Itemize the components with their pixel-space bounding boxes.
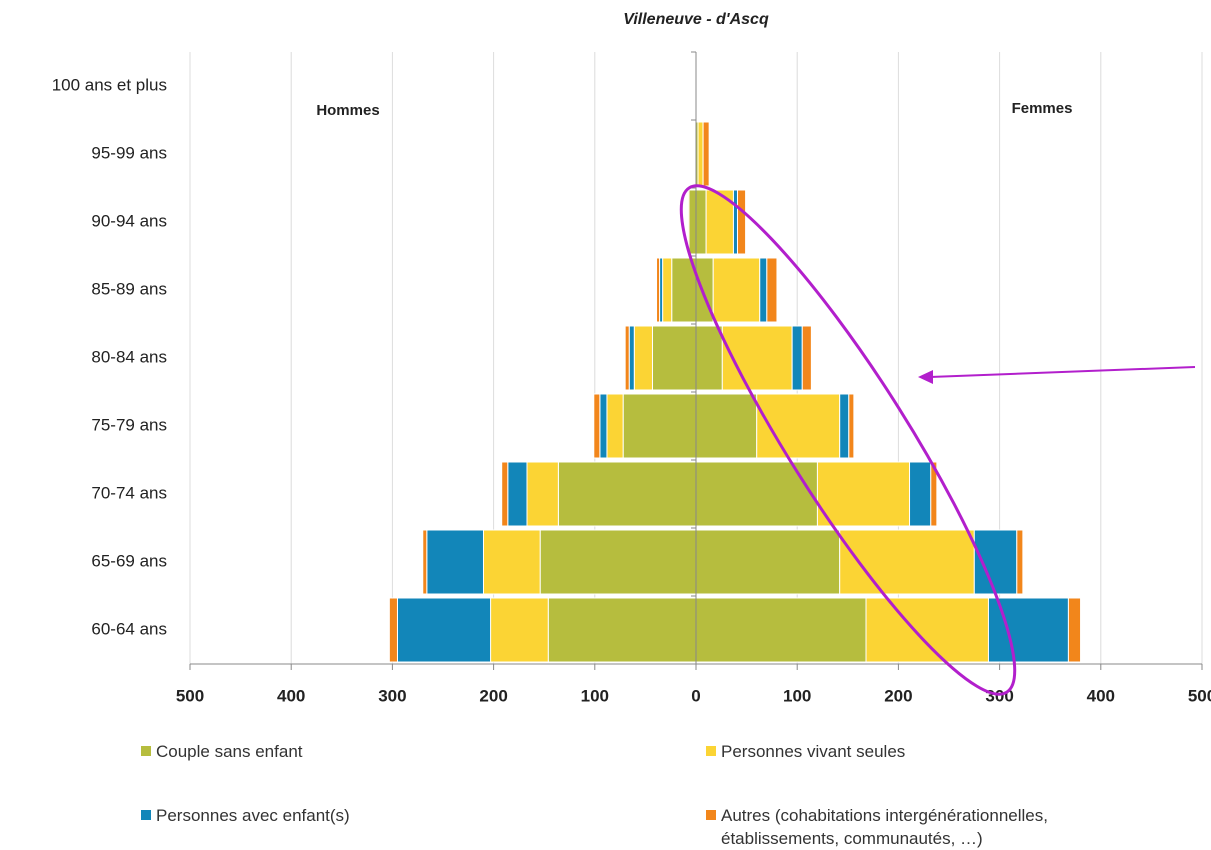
x-tick-label: 100: [783, 686, 811, 705]
y-tick-label: 70-74 ans: [91, 483, 167, 502]
bar: [839, 393, 850, 459]
bar: [695, 461, 818, 527]
y-tick-label: 75-79 ans: [91, 415, 167, 434]
bar: [688, 189, 697, 255]
y-tick-label: 80-84 ans: [91, 347, 167, 366]
bar: [930, 461, 938, 527]
legend-swatch: [706, 746, 716, 756]
bars: [388, 121, 1082, 663]
y-tick-label: 60-64 ans: [91, 619, 167, 638]
y-tick-label: 85-89 ans: [91, 279, 167, 298]
x-tick-label: 500: [176, 686, 204, 705]
bar: [791, 325, 803, 391]
bar: [426, 529, 484, 595]
y-tick-label: 90-94 ans: [91, 211, 167, 230]
bar: [628, 325, 635, 391]
legend-item: Personnes vivant seules: [706, 740, 1146, 763]
x-tick-label: 0: [691, 686, 700, 705]
bar: [801, 325, 812, 391]
bar: [622, 393, 697, 459]
arrow: [929, 366, 1196, 378]
y-tick-label: 65-69 ans: [91, 551, 167, 570]
highlight-ellipse: [679, 184, 1017, 696]
bar: [490, 597, 549, 663]
bar: [396, 597, 492, 663]
bar: [662, 257, 673, 323]
bar: [839, 529, 975, 595]
x-tick-label: 500: [1188, 686, 1211, 705]
legend-label: Personnes vivant seules: [721, 742, 906, 761]
side-label: Hommes: [316, 102, 379, 119]
bar: [599, 393, 608, 459]
bar: [624, 325, 630, 391]
bar: [816, 461, 911, 527]
bar: [702, 121, 710, 187]
legend-item: Autres (cohabitations intergénérationnel…: [706, 804, 1146, 850]
legend-label: Personnes avec enfant(s): [156, 806, 350, 825]
bar: [766, 257, 778, 323]
bar: [865, 597, 989, 663]
axes: 5004003002001000100200300400500100 ans e…: [52, 51, 1211, 705]
bar: [712, 257, 761, 323]
bar: [656, 257, 661, 323]
bar: [507, 461, 528, 527]
bar: [1067, 597, 1082, 663]
bar: [547, 597, 697, 663]
x-tick-label: 200: [479, 686, 507, 705]
bar: [732, 189, 738, 255]
bar: [973, 529, 1018, 595]
legend-swatch: [706, 810, 716, 820]
bar: [482, 529, 541, 595]
bar: [909, 461, 932, 527]
legend-item: Personnes avec enfant(s): [141, 804, 581, 827]
bar: [526, 461, 559, 527]
bar: [501, 461, 509, 527]
bar: [593, 393, 601, 459]
x-tick-label: 100: [581, 686, 609, 705]
annotation: [679, 184, 1196, 696]
bar: [539, 529, 697, 595]
legend-item: Couple sans enfant: [141, 740, 581, 763]
bar: [848, 393, 855, 459]
legend-label: Couple sans enfant: [156, 742, 303, 761]
x-tick-label: 400: [277, 686, 305, 705]
legend-swatch: [141, 746, 151, 756]
bar: [422, 529, 428, 595]
bar: [695, 325, 723, 391]
y-tick-label: 95-99 ans: [91, 143, 167, 162]
legend-label: Autres (cohabitations intergénérationnel…: [721, 806, 1048, 848]
bar: [633, 325, 653, 391]
bar: [1016, 529, 1024, 595]
chart-title: Villeneuve - d'Ascq: [623, 11, 769, 28]
bar: [695, 189, 707, 255]
bar: [606, 393, 624, 459]
bar: [695, 529, 841, 595]
bar: [759, 257, 768, 323]
side-label: Femmes: [1012, 100, 1073, 117]
y-tick-label: 100 ans et plus: [52, 75, 167, 94]
x-tick-label: 200: [884, 686, 912, 705]
bar: [695, 393, 758, 459]
bar: [697, 121, 704, 187]
legend-swatch: [141, 810, 151, 820]
x-tick-label: 400: [1087, 686, 1115, 705]
x-tick-label: 300: [378, 686, 406, 705]
bar: [557, 461, 697, 527]
bar: [695, 597, 867, 663]
bar: [736, 189, 747, 255]
bar: [388, 597, 398, 663]
arrow-head: [918, 370, 933, 384]
bar: [651, 325, 697, 391]
